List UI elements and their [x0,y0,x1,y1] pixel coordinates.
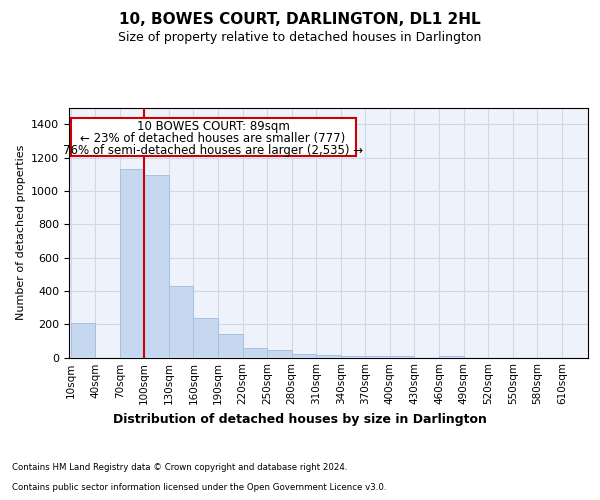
Text: Size of property relative to detached houses in Darlington: Size of property relative to detached ho… [118,31,482,44]
Text: 10, BOWES COURT, DARLINGTON, DL1 2HL: 10, BOWES COURT, DARLINGTON, DL1 2HL [119,12,481,28]
Bar [145,175,169,358]
Bar [292,354,316,358]
Bar [120,169,145,358]
Bar [316,355,341,358]
Bar [169,286,193,358]
Text: Contains HM Land Registry data © Crown copyright and database right 2024.: Contains HM Land Registry data © Crown c… [12,464,347,472]
Text: 10 BOWES COURT: 89sqm: 10 BOWES COURT: 89sqm [137,120,290,134]
Text: ← 23% of detached houses are smaller (777): ← 23% of detached houses are smaller (77… [80,132,346,145]
Y-axis label: Number of detached properties: Number of detached properties [16,145,26,320]
Bar [193,318,218,358]
Bar [365,356,390,358]
Bar [242,348,267,358]
Bar [341,356,365,358]
Text: Distribution of detached houses by size in Darlington: Distribution of detached houses by size … [113,412,487,426]
Bar [390,356,415,358]
Text: 76% of semi-detached houses are larger (2,535) →: 76% of semi-detached houses are larger (… [63,144,363,157]
Bar [71,118,356,156]
Text: Contains public sector information licensed under the Open Government Licence v3: Contains public sector information licen… [12,484,386,492]
Bar [218,334,242,357]
Bar [439,356,464,358]
Bar [267,350,292,358]
Bar [71,322,95,358]
